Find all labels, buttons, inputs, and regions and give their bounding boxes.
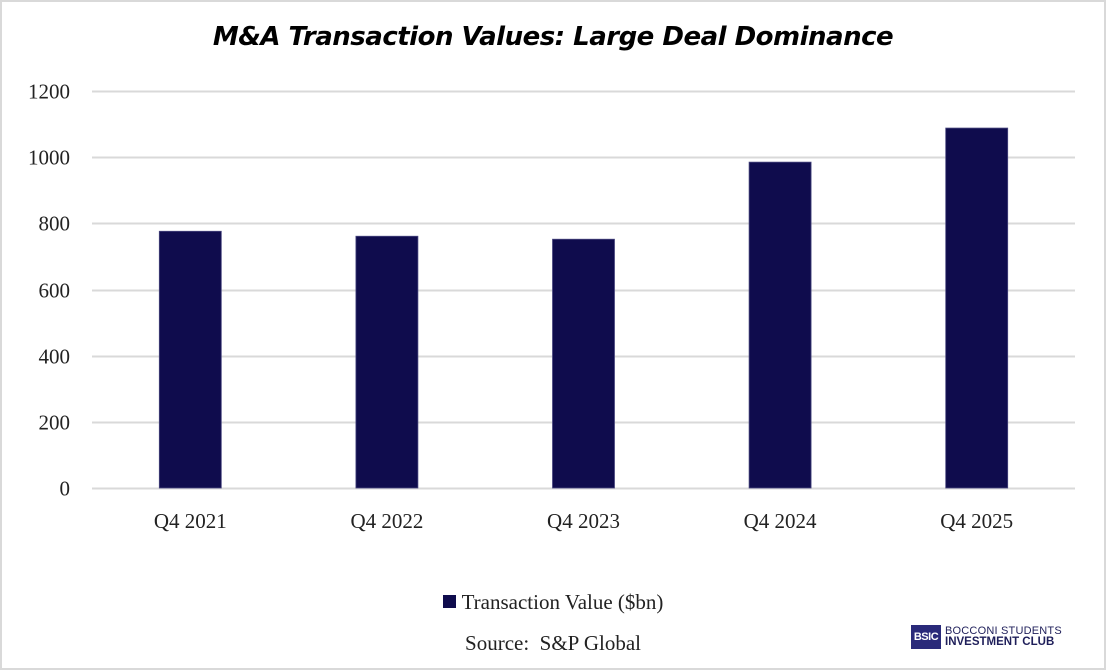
legend: Transaction Value ($bn) — [0, 590, 1106, 615]
source-note: Source: S&P Global — [465, 631, 641, 655]
y-tick-label: 800 — [39, 212, 71, 236]
bsic-logo-mark: BSIC — [911, 625, 941, 649]
bar-q4-2021 — [158, 230, 222, 489]
y-tick-label: 1000 — [28, 146, 70, 170]
x-tick-label: Q4 2024 — [744, 509, 817, 533]
bsic-logo-mark-text: BSIC — [913, 631, 939, 643]
y-tick-label: 0 — [60, 477, 71, 501]
x-tick-label: Q4 2022 — [350, 509, 423, 533]
bar-q4-2022 — [355, 235, 419, 489]
x-tick-label: Q4 2023 — [547, 509, 620, 533]
y-tick-label: 600 — [39, 279, 71, 303]
bar-q4-2023 — [552, 238, 615, 489]
bar-q4-2024 — [748, 161, 812, 489]
logo-line2: INVESTMENT CLUB — [945, 636, 1055, 648]
y-tick-label: 200 — [39, 411, 71, 435]
x-tick-label: Q4 2025 — [940, 509, 1013, 533]
y-tick-label: 1200 — [28, 80, 70, 104]
chart-title: M&A Transaction Values: Large Deal Domin… — [212, 22, 894, 52]
x-tick-label: Q4 2021 — [154, 509, 227, 533]
bsic-logo-text: BOCCONI STUDENTS INVESTMENT CLUB — [945, 626, 1062, 648]
y-tick-label: 400 — [39, 345, 71, 369]
legend-swatch — [442, 595, 456, 608]
bar-q4-2025 — [945, 127, 1009, 489]
legend-label: Transaction Value ($bn) — [461, 590, 664, 614]
logo-line1: BOCCONI STUDENTS — [945, 625, 1062, 637]
bsic-logo: BSIC BOCCONI STUDENTS INVESTMENT CLUB — [911, 624, 1062, 650]
